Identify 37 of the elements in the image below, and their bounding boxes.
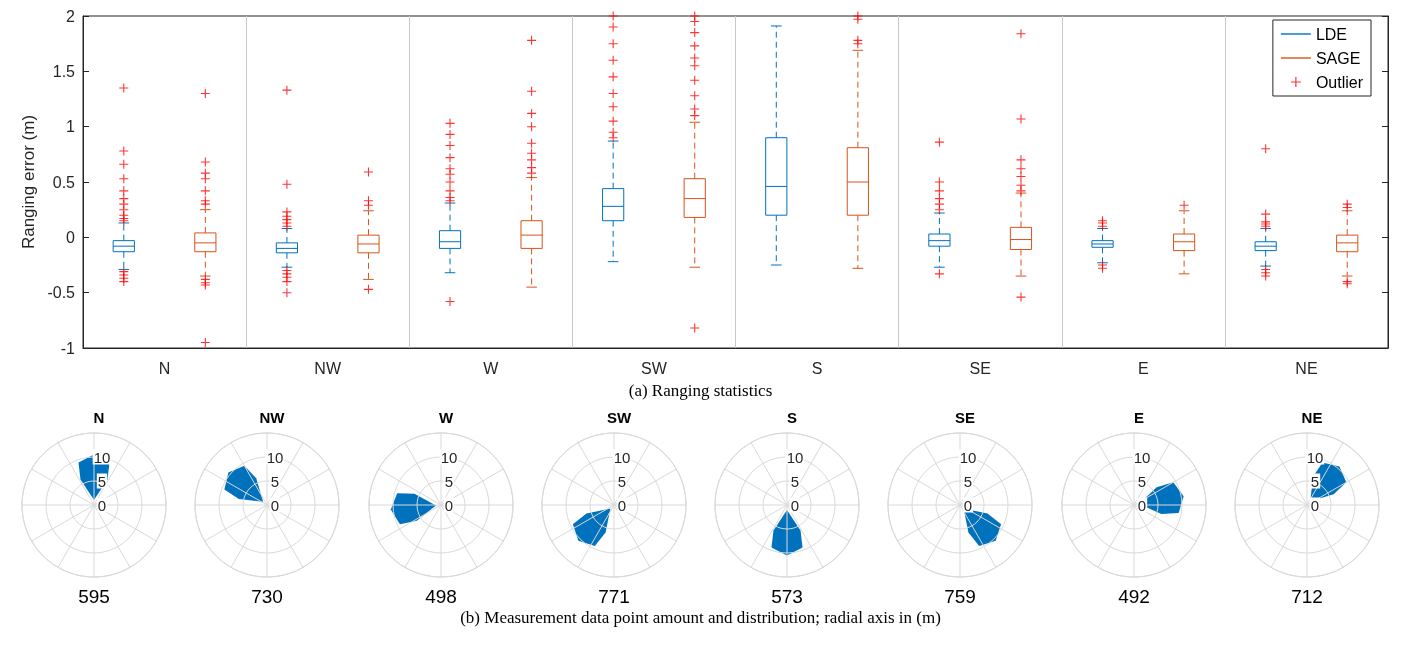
legend-label: Outlier — [1315, 73, 1364, 91]
x-tick-label: E — [1137, 359, 1149, 377]
text: 759 — [944, 586, 977, 607]
y-tick-label: 2 — [66, 7, 76, 25]
text: 730 — [251, 586, 284, 607]
text: S — [787, 409, 798, 426]
text: 498 — [424, 586, 457, 607]
text: E — [1133, 409, 1144, 426]
text: N — [93, 409, 105, 426]
text: NE — [1301, 409, 1323, 426]
text: (a) Ranging statistics — [628, 381, 773, 400]
text: 595 — [78, 586, 110, 607]
text: 771 — [597, 586, 630, 607]
y-tick-label: 0 — [66, 228, 76, 246]
x-tick-label: NW — [314, 359, 342, 377]
x-tick-label: W — [483, 359, 500, 377]
y-tick-label: -1 — [60, 339, 76, 357]
legend-label: LDE — [1315, 25, 1347, 43]
y-tick-label: 0.5 — [52, 173, 76, 191]
x-tick-label: SE — [969, 359, 991, 377]
text: SE — [955, 409, 976, 426]
text: 492 — [1117, 586, 1150, 607]
x-tick-label: NE — [1295, 359, 1318, 377]
text: 573 — [771, 586, 803, 607]
y-tick-label: -0.5 — [47, 284, 76, 302]
y-tick-label: 1.5 — [52, 62, 76, 80]
legend-label: SAGE — [1315, 49, 1361, 67]
text: 712 — [1291, 586, 1323, 607]
x-tick-label: SW — [641, 359, 668, 377]
text: NW — [259, 409, 286, 426]
y-axis-title: Ranging error (m) — [18, 114, 38, 250]
x-tick-label: S — [811, 359, 823, 377]
text: (b) Measurement data point amount and distribution; radial axis in (m) — [459, 608, 942, 628]
y-tick-label: 1 — [66, 118, 76, 136]
text: W — [438, 409, 454, 426]
x-tick-label: N — [158, 359, 171, 377]
text: SW — [606, 409, 632, 426]
